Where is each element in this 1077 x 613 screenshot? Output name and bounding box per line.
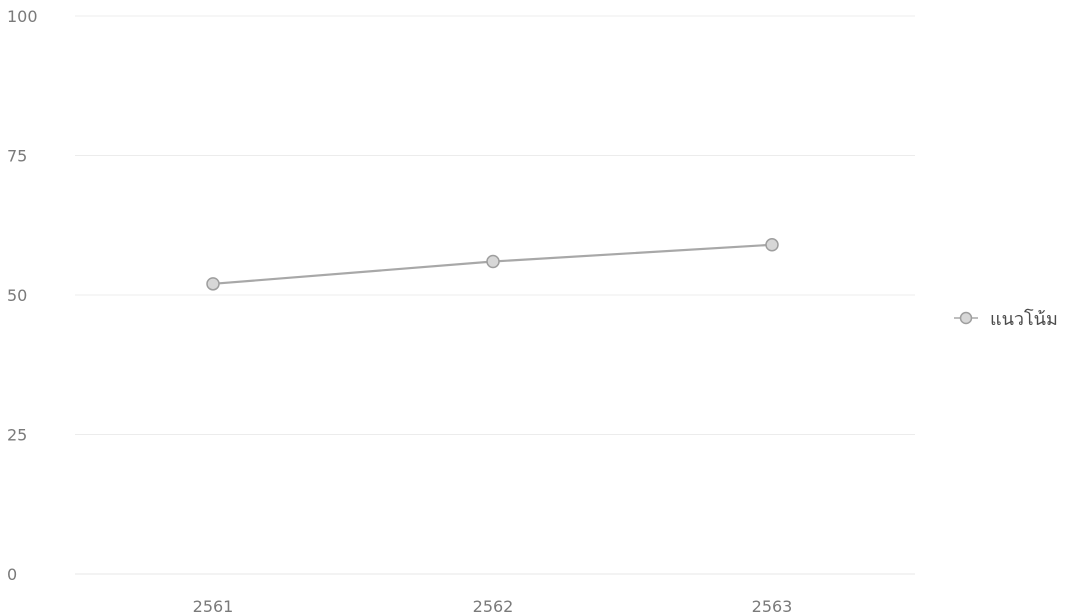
y-tick-label: 75	[7, 147, 27, 166]
x-tick-label: 2562	[473, 597, 514, 613]
series-layer	[206, 238, 779, 291]
y-tick-label: 100	[7, 7, 38, 26]
legend-label: แนวโน้ม	[990, 308, 1058, 330]
y-tick-label: 0	[7, 565, 17, 584]
legend: แนวโน้ม	[954, 308, 1058, 330]
data-point	[765, 238, 779, 252]
x-tick-label: 2563	[752, 597, 793, 613]
y-tick-label: 50	[7, 286, 27, 305]
legend-marker	[959, 311, 973, 325]
data-point	[486, 254, 500, 269]
axis-layer: 0 25 50 75 100 2561 2562 2563	[7, 7, 792, 613]
x-tick-label: 2561	[193, 597, 234, 613]
y-tick-label: 25	[7, 426, 27, 445]
grid-layer	[75, 15, 915, 575]
data-point	[206, 277, 220, 291]
